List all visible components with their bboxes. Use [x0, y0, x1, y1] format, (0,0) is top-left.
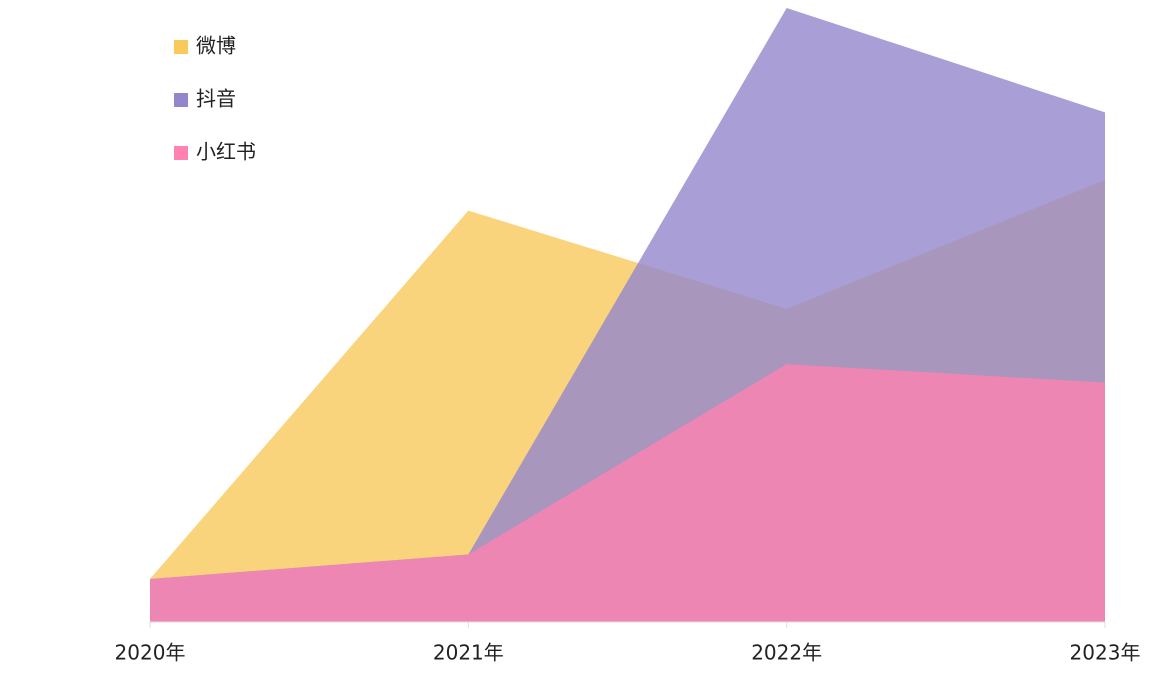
- x-tick-label: 2021年: [433, 641, 504, 665]
- legend-swatch: [174, 40, 188, 54]
- x-tick-label: 2020年: [115, 641, 186, 665]
- legend-swatch: [174, 146, 188, 160]
- area: [150, 364, 1105, 622]
- legend-label: 微博: [196, 34, 236, 58]
- legend-swatch: [174, 93, 188, 107]
- x-tick-label: 2023年: [1070, 641, 1141, 665]
- x-tick-label: 2022年: [751, 641, 822, 665]
- legend-label: 小红书: [196, 140, 256, 164]
- legend-label: 抖音: [196, 87, 236, 111]
